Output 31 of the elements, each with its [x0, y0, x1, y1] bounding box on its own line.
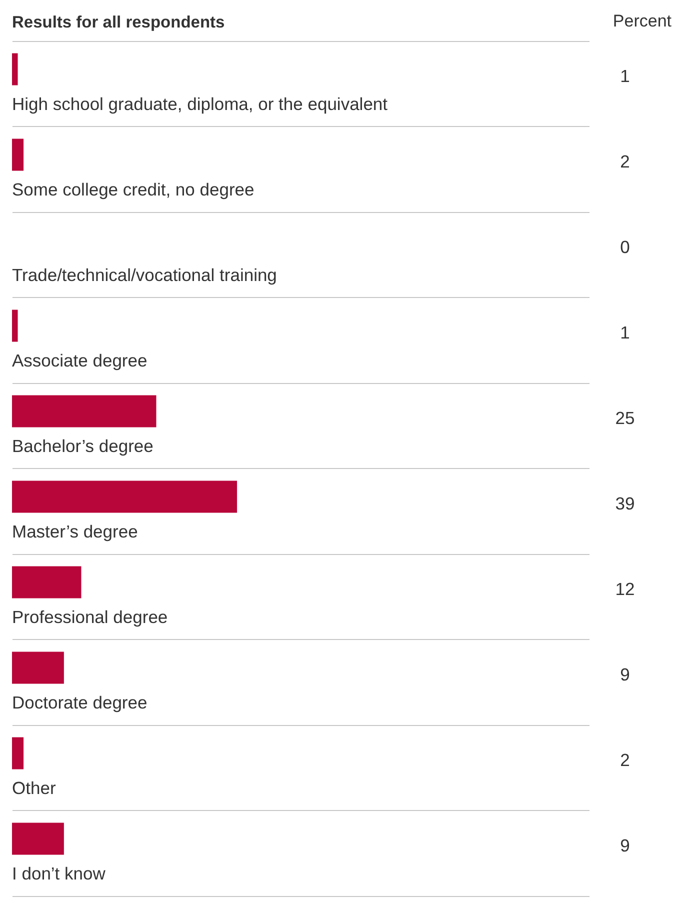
data-label: 39 — [615, 493, 635, 514]
y-tick-label: Associate degree — [12, 350, 148, 370]
bar — [12, 53, 18, 86]
data-label: 12 — [615, 578, 635, 599]
bar — [12, 566, 82, 598]
y-tick-label: I don’t know — [12, 863, 106, 884]
data-label: 2 — [620, 750, 630, 770]
y-tick-label: Other — [12, 778, 56, 798]
bar — [12, 652, 64, 684]
bar — [12, 480, 238, 513]
bar — [12, 737, 24, 770]
y-tick-label: Trade/technical/vocational training — [12, 264, 277, 285]
data-label: 2 — [620, 151, 630, 172]
y-tick-label: Professional degree — [12, 606, 168, 627]
data-label: 1 — [620, 322, 630, 342]
y-tick-label: Bachelor’s degree — [12, 436, 154, 456]
bar — [12, 310, 18, 342]
chart-title: Results for all respondents — [12, 14, 225, 32]
bar — [12, 138, 24, 171]
y-tick-label: Master’s degree — [12, 521, 138, 542]
bar — [12, 395, 156, 428]
bar — [12, 822, 64, 855]
data-label: 1 — [620, 66, 630, 86]
data-label: 9 — [620, 835, 630, 856]
data-label: 0 — [620, 236, 630, 257]
x-axis-title: Percent — [612, 12, 672, 30]
data-label: 9 — [620, 664, 630, 684]
y-tick-label: Some college credit, no degree — [12, 179, 254, 200]
data-label: 25 — [615, 408, 635, 428]
y-tick-label: High school graduate, diploma, or the equivalent — [12, 94, 388, 114]
y-tick-label: Doctorate degree — [12, 692, 148, 712]
